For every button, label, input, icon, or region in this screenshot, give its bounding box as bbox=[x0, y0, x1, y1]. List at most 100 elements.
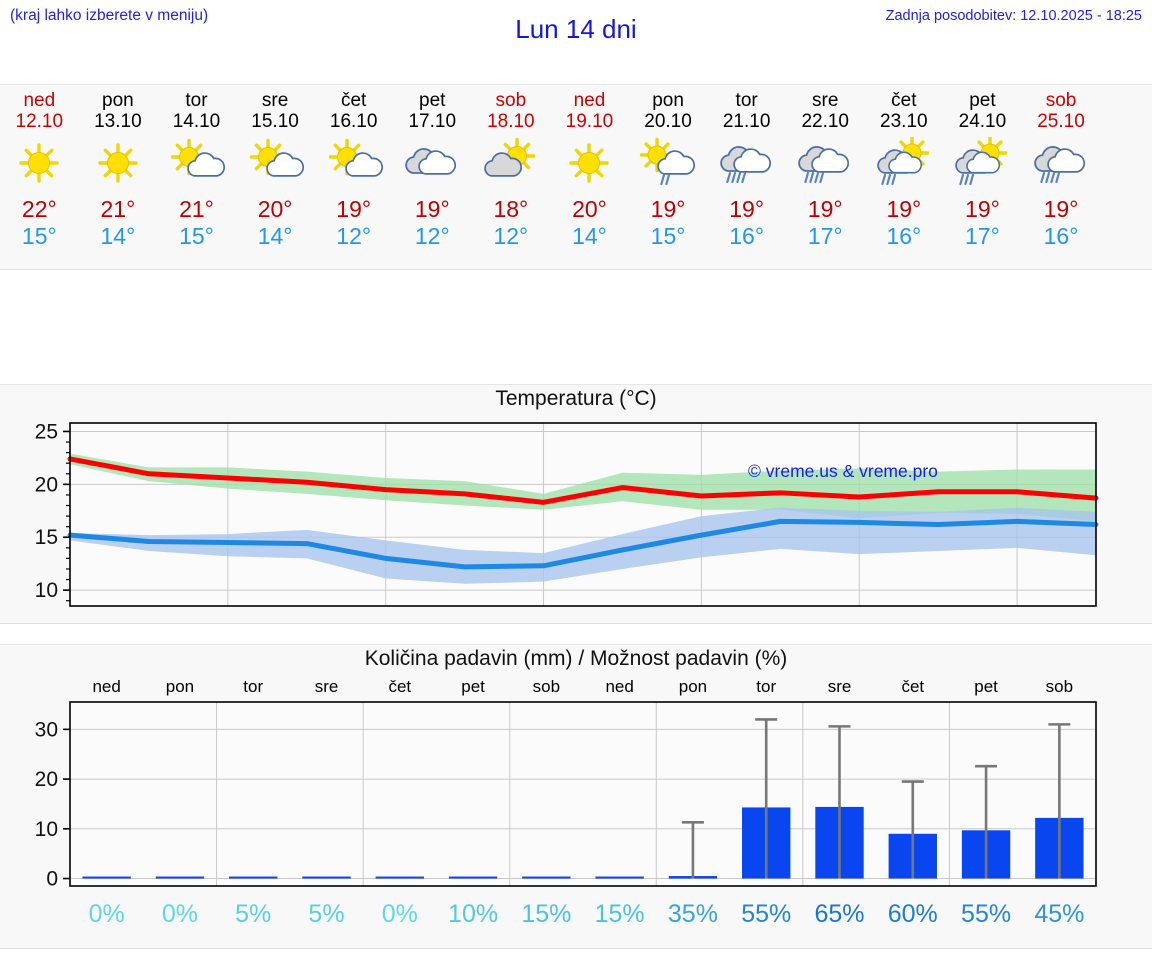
weather-icon-wrapper bbox=[786, 136, 865, 192]
precipitation-y-tick-label: 20 bbox=[35, 768, 58, 791]
day-date-label: 18.10 bbox=[487, 110, 535, 132]
day-of-week-label: pon bbox=[652, 90, 684, 111]
precipitation-bar[interactable] bbox=[155, 876, 205, 879]
precipitation-probability-label: 0% bbox=[162, 900, 198, 928]
sun-cloud-weather-icon bbox=[171, 138, 226, 177]
precipitation-probability-label: 45% bbox=[1034, 900, 1084, 928]
precipitation-bar[interactable] bbox=[375, 876, 424, 879]
cloud-rain-weather-icon bbox=[719, 145, 771, 183]
max-temperature-value: 19° bbox=[807, 195, 843, 222]
max-temperature-value: 21° bbox=[100, 195, 136, 222]
weather-icon-wrapper bbox=[472, 136, 551, 192]
day-column[interactable]: pet 24.10 19° 17° bbox=[943, 85, 1022, 269]
precipitation-probability-label: 35% bbox=[668, 900, 718, 928]
cloud-sun-rain-weather-icon bbox=[877, 136, 930, 185]
precipitation-day-label: pon bbox=[166, 677, 194, 696]
day-column[interactable]: sob 25.10 19° 16° bbox=[1022, 85, 1101, 269]
precipitation-y-tick-label: 10 bbox=[35, 818, 58, 841]
precipitation-bar[interactable] bbox=[302, 876, 351, 879]
day-of-week-label: čet bbox=[340, 90, 367, 111]
day-column[interactable]: čet 16.10 19° 12° bbox=[314, 85, 393, 269]
precipitation-day-label: tor bbox=[756, 677, 776, 696]
temperature-y-tick-label: 10 bbox=[35, 579, 58, 602]
max-temperature-value: 19° bbox=[965, 195, 1000, 222]
page-title: Lun 14 dni bbox=[515, 14, 637, 44]
copyright-text: © vreme.us & vreme.pro bbox=[748, 461, 938, 481]
precipitation-bar[interactable] bbox=[448, 876, 498, 879]
day-column[interactable]: sre 15.10 20° 14° bbox=[236, 85, 315, 269]
weather-icon-wrapper bbox=[1022, 136, 1101, 192]
temperature-band bbox=[70, 453, 1096, 522]
max-temperature-value: 19° bbox=[336, 195, 372, 222]
precipitation-y-tick-label: 0 bbox=[46, 868, 58, 891]
precipitation-day-label: sre bbox=[315, 677, 339, 696]
min-temperature-value: 12° bbox=[493, 222, 529, 249]
day-date-label: 19.10 bbox=[565, 110, 614, 132]
day-column[interactable]: ned 19.10 20° 14° bbox=[550, 85, 629, 269]
cloud-weather-icon bbox=[405, 147, 457, 175]
day-date-label: 13.10 bbox=[94, 110, 142, 132]
weather-icon-wrapper bbox=[0, 136, 79, 192]
temperature-chart-title: Temperatura (°C) bbox=[495, 387, 657, 410]
precipitation-day-label: ned bbox=[92, 677, 120, 696]
weather-icon-wrapper bbox=[79, 136, 158, 192]
day-date-label: 17.10 bbox=[408, 110, 457, 132]
day-of-week-label: sob bbox=[495, 90, 527, 111]
temperature-line bbox=[67, 518, 1099, 570]
weather-icon-wrapper bbox=[707, 136, 786, 192]
day-column[interactable]: tor 14.10 21° 15° bbox=[157, 85, 236, 269]
day-of-week-label: ned bbox=[23, 90, 56, 111]
max-temperature-value: 19° bbox=[729, 195, 765, 222]
max-temperature-value: 20° bbox=[572, 195, 607, 222]
day-column[interactable]: tor 21.10 19° 16° bbox=[707, 85, 786, 269]
precipitation-day-label: tor bbox=[243, 677, 263, 696]
menu-hint-text: (kraj lahko izberete v meniju) bbox=[10, 7, 209, 24]
precipitation-day-label: pet bbox=[974, 677, 998, 696]
precipitation-probability-label: 5% bbox=[235, 900, 271, 928]
min-temperature-value: 12° bbox=[336, 222, 372, 249]
day-of-week-label: ned bbox=[573, 90, 606, 111]
day-of-week-label: tor bbox=[185, 90, 208, 111]
precipitation-probability-label: 60% bbox=[888, 900, 938, 928]
day-column[interactable]: sob 18.10 18° 12° bbox=[472, 85, 551, 269]
day-of-week-label: pon bbox=[102, 90, 134, 111]
day-date-label: 20.10 bbox=[644, 110, 692, 132]
day-column[interactable]: pon 20.10 19° 15° bbox=[629, 85, 708, 269]
day-column[interactable]: pon 13.10 21° 14° bbox=[79, 85, 158, 269]
day-of-week-label: sre bbox=[812, 90, 839, 111]
day-column[interactable]: sre 22.10 19° 17° bbox=[786, 85, 865, 269]
day-date-label: 25.10 bbox=[1037, 110, 1085, 132]
max-temperature-value: 19° bbox=[886, 195, 922, 222]
day-of-week-label: pet bbox=[419, 90, 446, 111]
day-date-label: 14.10 bbox=[172, 110, 221, 132]
day-date-label: 12.10 bbox=[15, 110, 64, 132]
precipitation-bar[interactable] bbox=[522, 876, 571, 879]
min-temperature-value: 17° bbox=[965, 222, 1000, 249]
temperature-y-tick-label: 15 bbox=[35, 526, 58, 549]
precipitation-probability-label: 0% bbox=[382, 900, 418, 928]
temperature-chart-panel: Temperatura (°C) 10 15 20 25 © vreme.us & v… bbox=[0, 384, 1152, 624]
precipitation-bar[interactable] bbox=[229, 876, 278, 879]
day-date-label: 22.10 bbox=[801, 110, 849, 132]
precipitation-day-label: sob bbox=[1046, 677, 1073, 696]
temperature-y-tick-label: 20 bbox=[35, 473, 58, 496]
sun-weather-icon bbox=[19, 143, 59, 183]
weather-icon-wrapper bbox=[865, 136, 944, 192]
day-column[interactable]: čet 23.10 19° 16° bbox=[865, 85, 944, 269]
precipitation-probability-label: 0% bbox=[89, 900, 125, 928]
day-date-label: 16.10 bbox=[329, 110, 378, 132]
precipitation-bar[interactable] bbox=[595, 876, 644, 879]
sun-cloud-weather-icon bbox=[328, 138, 383, 177]
temperature-band bbox=[70, 507, 1096, 584]
max-temperature-value: 19° bbox=[1043, 195, 1079, 222]
page-header: (kraj lahko izberete v meniju) Lun 14 dn… bbox=[0, 0, 1152, 58]
precipitation-bar[interactable] bbox=[82, 876, 131, 879]
day-of-week-label: čet bbox=[891, 90, 917, 111]
max-temperature-value: 19° bbox=[414, 195, 450, 222]
precipitation-probability-label: 5% bbox=[308, 900, 344, 928]
cloud-rain-weather-icon bbox=[1034, 145, 1086, 183]
day-column[interactable]: pet 17.10 19° 12° bbox=[393, 85, 472, 269]
day-column[interactable]: ned 12.10 22° 15° bbox=[0, 85, 79, 269]
sun-weather-icon bbox=[98, 143, 138, 183]
